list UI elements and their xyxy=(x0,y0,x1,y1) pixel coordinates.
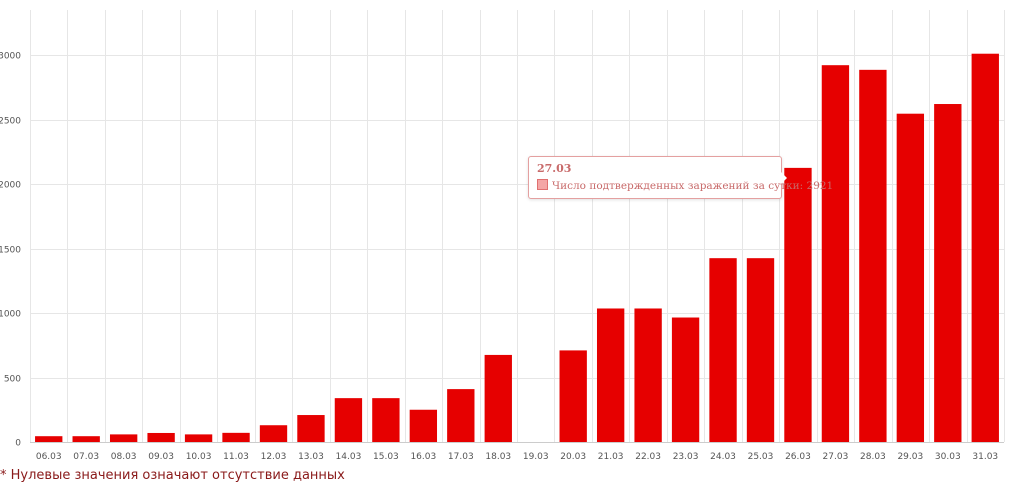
x-tick-label: 21.03 xyxy=(598,452,624,462)
grid xyxy=(30,10,1005,443)
x-tick-label: 24.03 xyxy=(710,452,736,462)
x-tick-label: 06.03 xyxy=(36,452,62,462)
x-tick-label: 25.03 xyxy=(748,452,774,462)
bar-27.03[interactable] xyxy=(821,65,850,442)
y-tick-label: 1500 xyxy=(0,246,21,256)
x-tick-label: 15.03 xyxy=(373,452,399,462)
x-tick-label: 30.03 xyxy=(935,452,961,462)
bar-13.03[interactable] xyxy=(297,415,325,442)
bar-12.03[interactable] xyxy=(259,425,288,442)
bar-11.03[interactable] xyxy=(222,432,250,442)
bar-20.03[interactable] xyxy=(559,350,587,442)
x-tick-label: 22.03 xyxy=(635,452,661,462)
bar-26.03[interactable] xyxy=(784,167,812,442)
bar-08.03[interactable] xyxy=(109,434,138,442)
x-tick-label: 11.03 xyxy=(223,452,249,462)
tooltip-series-swatch xyxy=(537,179,548,190)
tooltip-arrow xyxy=(781,172,787,184)
x-tick-label: 13.03 xyxy=(298,452,324,462)
x-tick-label: 09.03 xyxy=(148,452,174,462)
x-tick-label: 14.03 xyxy=(336,452,362,462)
x-tick-label: 28.03 xyxy=(860,452,886,462)
bar-15.03[interactable] xyxy=(372,398,400,442)
x-tick-label: 23.03 xyxy=(673,452,699,462)
x-tick-label: 31.03 xyxy=(972,452,998,462)
bar-16.03[interactable] xyxy=(409,409,438,442)
x-tick-label: 20.03 xyxy=(560,452,586,462)
bar-25.03[interactable] xyxy=(746,258,775,442)
x-tick-label: 07.03 xyxy=(73,452,99,462)
bar-31.03[interactable] xyxy=(971,53,999,443)
y-tick-label: 0 xyxy=(15,439,21,449)
tooltip-title: 27.03 xyxy=(537,162,572,175)
bar-09.03[interactable] xyxy=(147,432,175,442)
bars xyxy=(35,53,999,443)
bar-29.03[interactable] xyxy=(896,113,925,442)
y-tick-label: 500 xyxy=(4,375,21,385)
bar-21.03[interactable] xyxy=(596,308,625,442)
x-tick-label: 19.03 xyxy=(523,452,549,462)
y-tick-label: 1000 xyxy=(0,310,21,320)
footnote: * Нулевые значения означают отсутствие д… xyxy=(0,468,345,483)
y-tick-label: 3000 xyxy=(0,52,21,62)
x-tick-label: 16.03 xyxy=(410,452,436,462)
bar-07.03[interactable] xyxy=(72,436,100,442)
x-tick-label: 10.03 xyxy=(186,452,212,462)
bar-22.03[interactable] xyxy=(634,308,662,442)
bar-23.03[interactable] xyxy=(671,317,700,442)
x-tick-label: 17.03 xyxy=(448,452,474,462)
x-tick-label: 18.03 xyxy=(485,452,511,462)
y-tick-label: 2500 xyxy=(0,117,21,127)
bar-10.03[interactable] xyxy=(184,434,213,442)
x-tick-label: 26.03 xyxy=(785,452,811,462)
bar-30.03[interactable] xyxy=(934,104,962,443)
bar-24.03[interactable] xyxy=(709,258,737,442)
bar-18.03[interactable] xyxy=(484,354,512,442)
bar-14.03[interactable] xyxy=(334,398,363,442)
x-tick-label: 29.03 xyxy=(897,452,923,462)
x-tick-label: 27.03 xyxy=(823,452,849,462)
bar-28.03[interactable] xyxy=(859,69,887,443)
tooltip-series-label: Число подтвержденных заражений за сутки:… xyxy=(552,180,834,192)
tooltip-row: Число подтвержденных заражений за сутки:… xyxy=(537,179,833,192)
x-tick-label: 08.03 xyxy=(111,452,137,462)
bar-06.03[interactable] xyxy=(35,436,63,442)
chart-tooltip: 27.03 Число подтвержденных заражений за … xyxy=(528,156,833,199)
axis-labels: 0 500 1000 1500 2000 2500 3000 06.03 07.03 08.03 0… xyxy=(0,52,998,463)
x-tick-label: 12.03 xyxy=(261,452,287,462)
y-tick-label: 2000 xyxy=(0,181,21,191)
bar-17.03[interactable] xyxy=(447,389,475,442)
